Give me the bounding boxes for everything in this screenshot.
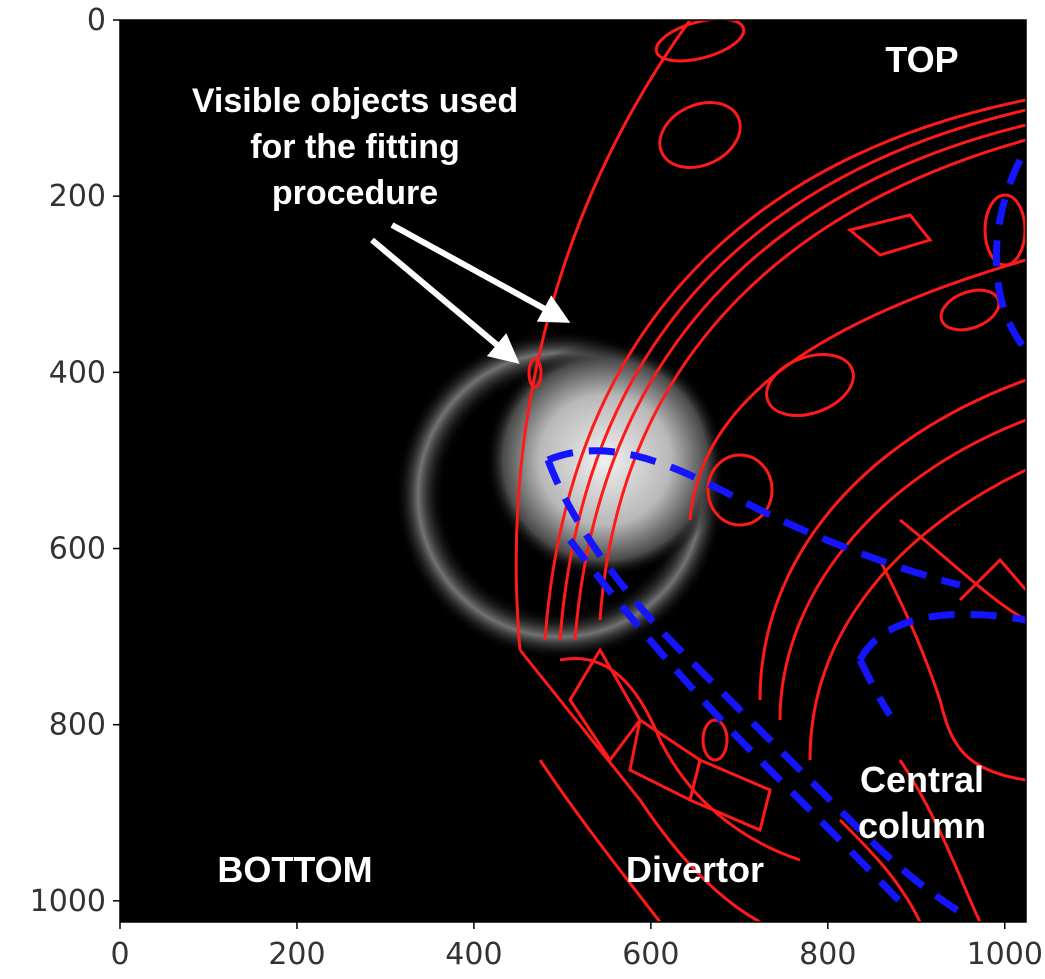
camera-image: Visible objects used for the fitting pro… [120,20,1026,922]
lower-structure-2 [559,657,801,862]
visible-objects-label-1: Visible objects used [192,82,518,120]
central-column-detail-1 [899,518,1026,622]
outer-ring-3 [573,123,1026,641]
x-tick-label: 400 [445,937,502,972]
x-tick-label: 600 [622,937,679,972]
central-column-detail-2 [878,559,1026,782]
divertor-hole [701,718,729,762]
port-ellipse-2 [658,101,742,169]
port-ellipse-1 [654,20,746,63]
port-ellipse-6 [983,193,1026,267]
dashed-line-upper [546,447,961,589]
dashed-line-column [856,610,1026,662]
x-tick-label: 800 [799,937,856,972]
divertor-plate-3 [688,757,772,833]
divertor-plate-1 [568,647,642,763]
bottom-label: BOTTOM [217,849,372,890]
top-label: TOP [885,39,958,80]
y-tick-label: 0 [87,3,106,38]
central-column-detail-5 [838,818,922,922]
dashed-line-column-tail [856,658,893,717]
y-tick-label: 600 [49,532,106,567]
x-tick-label: 200 [268,937,325,972]
y-tick-label: 800 [49,708,106,743]
central-column-label-2: column [858,805,986,846]
annotation-arrows [370,222,571,364]
visible-objects-label-3: procedure [272,174,438,212]
dashed-line-top-right [992,158,1026,353]
panel-shape-1 [846,213,933,257]
dashed-line-lower-2 [567,537,913,915]
lower-structure-3 [538,759,662,922]
divertor-label: Divertor [626,849,764,890]
plasma-glow [485,342,725,578]
port-ellipse-4 [706,453,774,527]
y-axis: 0 200 400 600 800 1000 [30,3,120,919]
arrow-to-small-object [370,237,520,364]
y-tick-label: 1000 [30,884,106,919]
port-ellipse-3 [765,353,855,417]
central-column-detail-4 [898,759,982,922]
dashed-overlay [544,158,1026,915]
dashed-line-lower-1 [544,458,962,915]
inner-ring-4 [808,468,1026,761]
y-tick-label: 200 [49,179,106,214]
outer-ring-4 [598,138,1026,621]
visible-objects-label-2: for the fitting [250,128,460,166]
central-column-detail-3 [958,557,1026,602]
central-column-label-1: Central [860,759,984,800]
y-tick-label: 400 [49,355,106,390]
lower-structure-1 [518,649,761,922]
x-tick-label: 1000 [967,937,1043,972]
x-axis: 0 200 400 600 800 1000 [110,922,1043,972]
x-tick-label: 0 [110,937,129,972]
arrow-to-ring [390,222,571,323]
axes-frame [119,19,1027,923]
outer-ring-2 [558,108,1026,641]
fit-object-small [527,357,543,389]
inner-ring-2 [758,378,1026,701]
